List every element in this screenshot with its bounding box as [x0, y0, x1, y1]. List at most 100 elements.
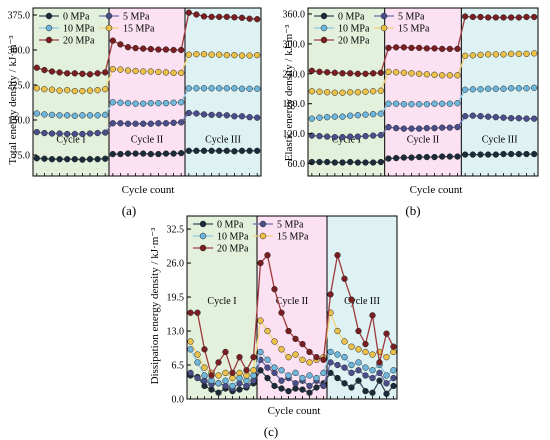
data-point: [339, 133, 346, 141]
data-point: [393, 124, 400, 132]
data-point: [348, 384, 355, 391]
data-point: [208, 147, 215, 154]
data-point: [408, 125, 415, 132]
data-point: [94, 129, 101, 137]
data-point: [508, 85, 515, 92]
axes-frame: [307, 7, 539, 177]
data-point: [308, 67, 315, 74]
data-point: [194, 309, 201, 316]
data-point: [500, 85, 507, 92]
legend-swatch-marker: [45, 24, 53, 32]
data-point: [278, 346, 285, 353]
data-point: [348, 343, 355, 350]
data-point: [416, 44, 423, 52]
data-point: [193, 147, 200, 154]
region-2-background: [384, 8, 462, 176]
data-point: [515, 50, 522, 58]
data-point: [187, 309, 194, 316]
data-point: [193, 110, 200, 117]
panel-c-label: (c): [264, 424, 278, 439]
data-point: [369, 374, 376, 382]
region-label: Cycle II: [407, 134, 440, 145]
data-point: [362, 372, 369, 379]
data-point: [102, 129, 109, 136]
data-point: [385, 100, 392, 107]
data-point: [229, 382, 236, 390]
data-point: [324, 158, 331, 166]
data-point: [185, 85, 192, 92]
data-point: [236, 386, 243, 393]
data-point: [416, 101, 423, 108]
data-point: [299, 340, 306, 348]
data-point: [462, 151, 469, 158]
panel-b-plot: Cycle I Cycle II Cycle III 60.0 120.0 180.0 24…: [283, 7, 539, 177]
data-point: [200, 111, 208, 118]
legend-label: 5 MPa: [398, 12, 425, 23]
data-point: [341, 354, 348, 361]
data-point: [339, 159, 346, 166]
data-point: [64, 130, 71, 138]
data-point: [238, 14, 246, 21]
y-tick-label: 120.0: [283, 129, 306, 140]
data-point: [117, 41, 124, 48]
data-point: [320, 369, 327, 377]
data-point: [208, 13, 215, 21]
legend-swatch-marker: [199, 220, 207, 228]
data-point: [200, 13, 208, 20]
data-point: [194, 351, 201, 358]
region-label: Cycle III: [482, 134, 518, 145]
legend-label: 15 MPa: [123, 24, 155, 35]
data-point: [355, 327, 362, 335]
legend-swatch-marker: [320, 36, 328, 44]
data-point: [170, 46, 177, 54]
data-point: [147, 68, 154, 75]
data-point: [124, 100, 132, 107]
data-point: [515, 14, 522, 21]
region-3-background: [327, 216, 397, 399]
data-point: [200, 85, 208, 92]
data-point: [454, 123, 461, 131]
data-point: [187, 338, 194, 345]
legend-swatch-marker: [320, 12, 328, 20]
data-point: [278, 385, 285, 392]
data-point: [348, 361, 355, 369]
y-tick-label: 13.0: [167, 327, 185, 338]
data-point: [348, 296, 355, 303]
data-point: [170, 119, 177, 126]
data-point: [477, 86, 484, 93]
data-point: [178, 119, 185, 126]
y-tick-label: 150.0: [8, 116, 31, 127]
data-point: [331, 69, 338, 76]
data-point: [308, 115, 315, 122]
data-point: [523, 85, 530, 92]
legend-label: 15 MPa: [398, 24, 430, 35]
data-point: [477, 13, 484, 21]
data-point: [485, 113, 492, 120]
data-point: [201, 346, 208, 353]
data-point: [254, 147, 261, 154]
data-point: [313, 374, 320, 382]
data-point: [238, 85, 246, 92]
data-point: [201, 372, 208, 379]
panel-a-plot: Cycle I Cycle II Cycle III 75.0 150.0 225.0 30…: [8, 7, 262, 177]
data-point: [185, 147, 192, 154]
data-point: [385, 68, 392, 75]
data-point: [292, 369, 299, 377]
data-point: [423, 45, 430, 52]
data-point: [308, 132, 315, 139]
data-point: [231, 85, 238, 92]
data-point: [132, 120, 139, 127]
data-point: [208, 377, 215, 384]
data-point: [162, 69, 170, 76]
panel-a-xlabel: Cycle count: [122, 184, 175, 196]
data-point: [400, 101, 407, 108]
data-point: [400, 154, 407, 161]
region-label: Cycle III: [205, 134, 241, 145]
data-point: [216, 111, 223, 119]
data-point: [79, 112, 86, 119]
data-point: [454, 100, 461, 107]
data-point: [362, 132, 369, 140]
data-point: [446, 153, 453, 160]
data-point: [385, 44, 392, 52]
data-point: [109, 99, 116, 106]
